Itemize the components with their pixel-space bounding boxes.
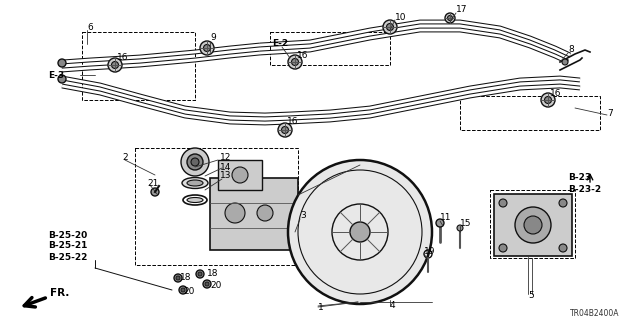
Circle shape <box>559 244 567 252</box>
Circle shape <box>151 188 159 196</box>
Circle shape <box>383 20 397 34</box>
Circle shape <box>181 148 209 176</box>
Text: 4: 4 <box>390 301 396 310</box>
Circle shape <box>282 127 289 133</box>
Circle shape <box>436 219 444 227</box>
Circle shape <box>203 280 211 288</box>
Ellipse shape <box>187 180 203 186</box>
Text: 1: 1 <box>318 303 324 313</box>
Ellipse shape <box>182 177 208 189</box>
Text: 15: 15 <box>460 219 472 228</box>
Text: 18: 18 <box>180 273 191 283</box>
Text: 19: 19 <box>424 248 435 256</box>
Text: 20: 20 <box>183 287 195 296</box>
Text: B-25-21: B-25-21 <box>48 241 88 250</box>
Circle shape <box>445 13 455 23</box>
Ellipse shape <box>187 197 203 203</box>
Circle shape <box>350 222 370 242</box>
Text: 2: 2 <box>122 153 127 162</box>
Bar <box>210 178 298 250</box>
Bar <box>82 32 195 100</box>
Circle shape <box>524 216 542 234</box>
Text: 18: 18 <box>207 269 218 278</box>
Bar <box>135 148 298 265</box>
Circle shape <box>196 270 204 278</box>
Circle shape <box>181 288 185 292</box>
Circle shape <box>288 55 302 69</box>
Circle shape <box>257 205 273 221</box>
Text: B-25-20: B-25-20 <box>48 231 87 240</box>
Circle shape <box>179 286 187 294</box>
Text: E-2: E-2 <box>272 40 288 48</box>
Text: 14: 14 <box>220 162 232 172</box>
Text: 16: 16 <box>117 54 129 63</box>
Circle shape <box>58 75 66 83</box>
Circle shape <box>545 97 552 103</box>
Circle shape <box>187 154 203 170</box>
Circle shape <box>288 160 432 304</box>
Circle shape <box>294 224 310 241</box>
Circle shape <box>562 59 568 65</box>
Bar <box>270 32 390 65</box>
Circle shape <box>108 58 122 72</box>
Text: 8: 8 <box>568 46 573 55</box>
Circle shape <box>204 44 211 51</box>
Circle shape <box>205 282 209 286</box>
Circle shape <box>200 41 214 55</box>
Circle shape <box>111 62 118 69</box>
Text: B-25-22: B-25-22 <box>48 253 88 262</box>
Text: E-3: E-3 <box>48 70 64 79</box>
Circle shape <box>278 123 292 137</box>
Text: 17: 17 <box>456 5 467 14</box>
Text: 21: 21 <box>147 179 158 188</box>
Text: 13: 13 <box>220 172 232 181</box>
Circle shape <box>191 158 199 166</box>
Circle shape <box>291 58 298 65</box>
Circle shape <box>176 276 180 280</box>
Circle shape <box>58 59 66 67</box>
Text: 5: 5 <box>528 292 534 300</box>
Text: 3: 3 <box>300 211 306 220</box>
Text: FR.: FR. <box>50 288 69 298</box>
Text: 16: 16 <box>287 117 298 127</box>
Text: 9: 9 <box>210 33 216 42</box>
Circle shape <box>559 199 567 207</box>
Text: 6: 6 <box>87 23 93 32</box>
Bar <box>494 194 572 256</box>
Text: B-23: B-23 <box>568 174 591 182</box>
Text: 12: 12 <box>220 152 232 161</box>
Text: 11: 11 <box>440 213 451 222</box>
Text: B-23-2: B-23-2 <box>568 186 601 195</box>
Text: 16: 16 <box>550 88 561 98</box>
Circle shape <box>499 244 507 252</box>
Bar <box>218 160 262 190</box>
Circle shape <box>499 199 507 207</box>
Circle shape <box>387 24 394 31</box>
Circle shape <box>225 203 245 223</box>
Circle shape <box>541 93 555 107</box>
Bar <box>490 190 575 258</box>
Circle shape <box>174 274 182 282</box>
Circle shape <box>457 225 463 231</box>
Circle shape <box>515 207 551 243</box>
Text: 10: 10 <box>395 12 406 21</box>
Text: TR04B2400A: TR04B2400A <box>570 308 620 317</box>
Text: 16: 16 <box>297 50 308 60</box>
Bar <box>460 96 600 130</box>
Text: 7: 7 <box>607 108 612 117</box>
Circle shape <box>232 167 248 183</box>
Circle shape <box>198 272 202 276</box>
Circle shape <box>447 16 452 20</box>
Text: 20: 20 <box>210 280 221 290</box>
